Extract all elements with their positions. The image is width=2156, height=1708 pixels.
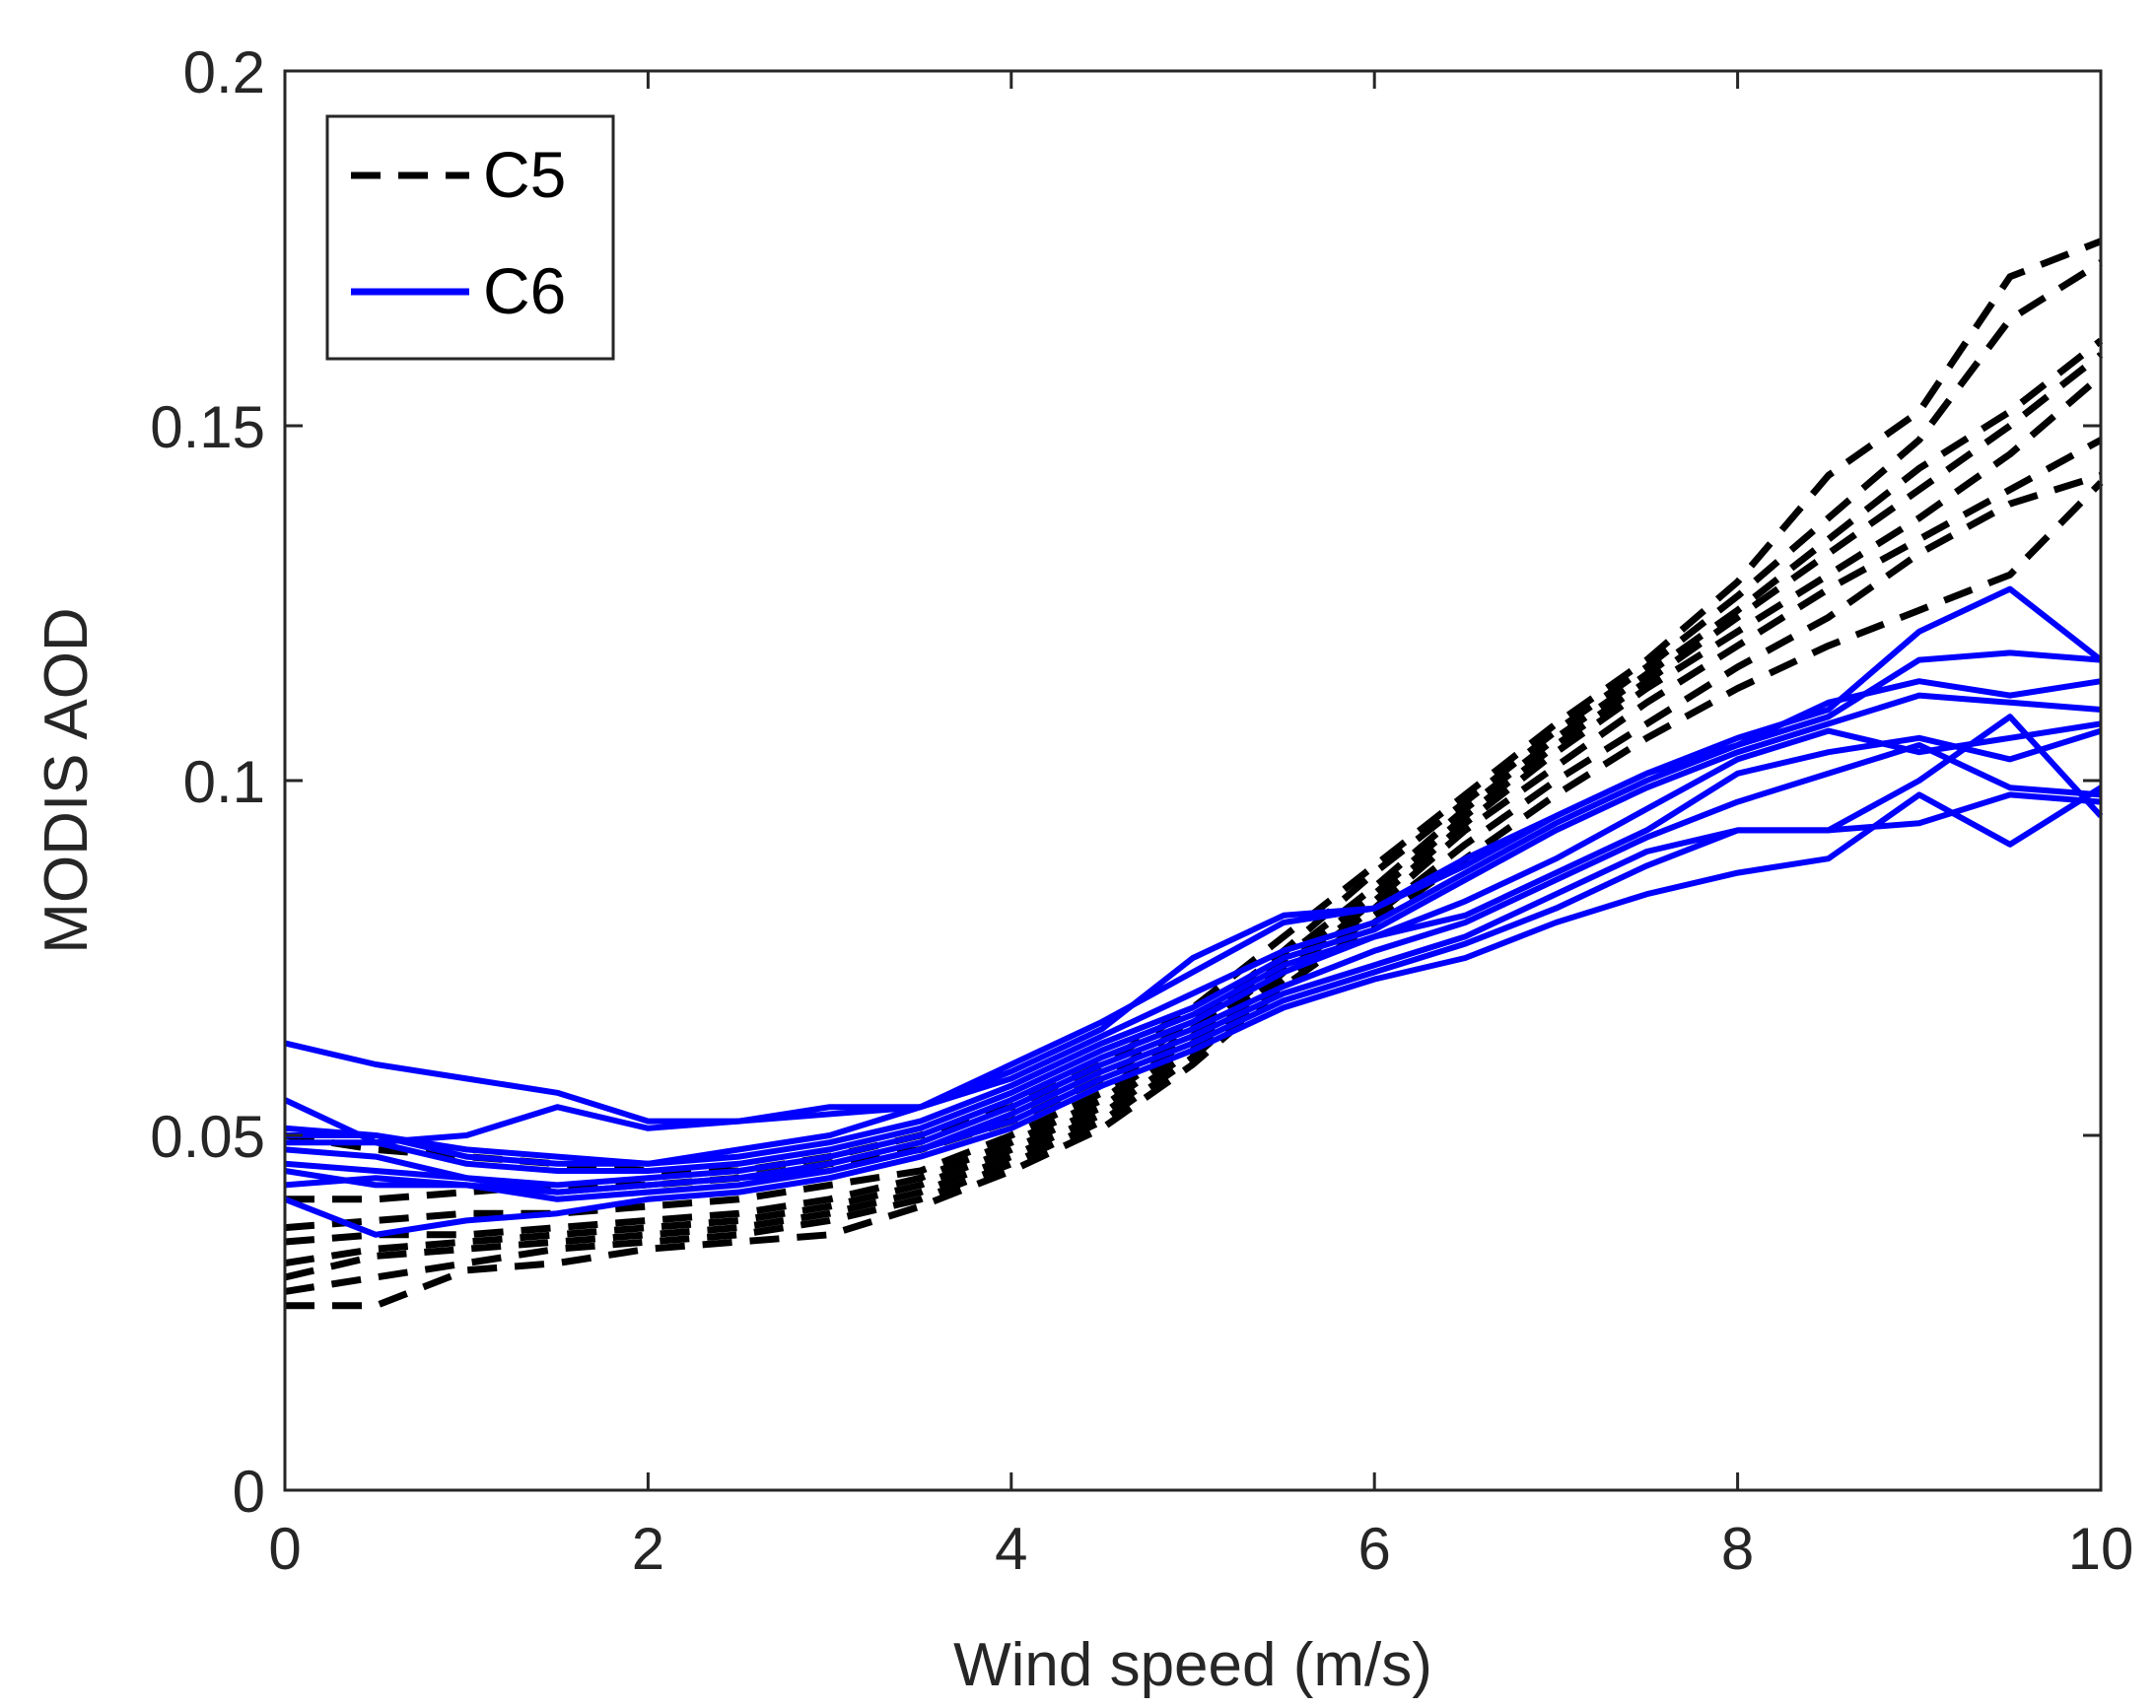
x-tick-label: 8 [1721, 1516, 1754, 1582]
tick-labels: 0 2 4 6 8 10 0 0.05 0.1 0.15 0.2 [150, 39, 2133, 1582]
series-line-c6-14 [284, 727, 2102, 1189]
y-tick-label: 0.2 [183, 39, 265, 105]
x-tick-label: 0 [268, 1516, 301, 1582]
x-tick-label: 4 [995, 1516, 1027, 1582]
series-layer [283, 238, 2104, 1310]
legend-label-c5: C5 [483, 138, 566, 211]
tick-layer [283, 69, 2103, 1492]
x-tick-label: 10 [2068, 1516, 2134, 1582]
y-tick-label: 0.05 [150, 1104, 265, 1170]
y-axis-label: MODIS AOD [33, 607, 101, 953]
y-tick-label: 0.15 [150, 394, 265, 460]
legend: C5 C6 [325, 114, 615, 361]
series-line-c5-2 [284, 472, 2103, 1295]
y-tick-label: 0.1 [183, 749, 265, 815]
series-line-c6-13 [285, 720, 2102, 1174]
x-tick-label: 2 [632, 1516, 664, 1582]
series-line-c6-12 [285, 692, 2102, 1167]
series-line-c6-9 [284, 649, 2102, 1125]
x-tick-label: 6 [1358, 1516, 1391, 1582]
series-line-c6-18 [283, 785, 2103, 1238]
legend-label-c6: C6 [483, 254, 566, 327]
y-tick-label: 0 [233, 1459, 265, 1525]
x-axis-label: Wind speed (m/s) [953, 1631, 1432, 1699]
series-line-c6-17 [284, 791, 2102, 1202]
legend-box [325, 114, 615, 361]
series-line-c6-11 [284, 678, 2102, 1167]
series-line-c5-1 [285, 480, 2104, 1310]
